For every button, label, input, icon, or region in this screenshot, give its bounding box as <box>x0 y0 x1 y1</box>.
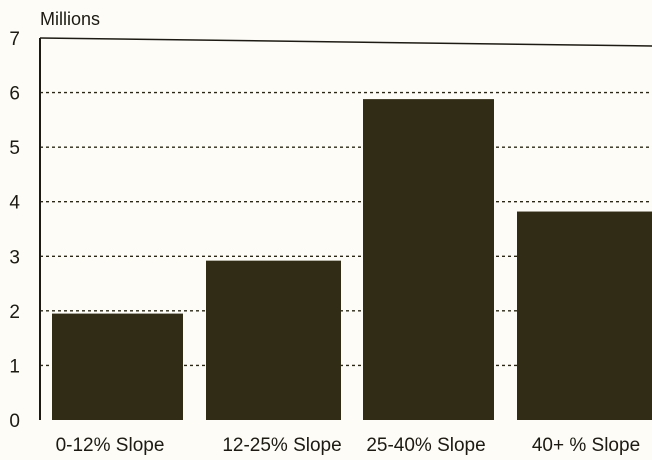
bar <box>517 211 652 420</box>
y-unit-label: Millions <box>40 9 100 29</box>
x-tick-label: 25-40% Slope <box>366 435 485 456</box>
y-tick-label: 5 <box>9 138 20 159</box>
y-tick-label: 0 <box>9 411 20 432</box>
bar <box>206 260 341 420</box>
y-tick-label: 1 <box>9 356 20 377</box>
x-tick-label: 12-25% Slope <box>222 435 341 456</box>
x-tick-label: 40+ % Slope <box>532 435 640 456</box>
axes <box>39 37 652 420</box>
bar <box>363 99 494 421</box>
y-tick-labels: 0 1 2 3 4 5 6 7 <box>9 29 20 432</box>
y-tick-label: 3 <box>9 247 20 268</box>
top-frame-line <box>39 37 652 47</box>
y-tick-label: 6 <box>9 84 20 105</box>
y-tick-label: 2 <box>9 302 20 323</box>
y-tick-label: 7 <box>9 29 20 50</box>
y-tick-label: 4 <box>9 193 20 214</box>
x-tick-label: 0-12% Slope <box>56 435 165 456</box>
x-tick-labels: 0-12% Slope 12-25% Slope 25-40% Slope 40+ %… <box>56 435 641 456</box>
bar <box>52 313 183 420</box>
bars <box>52 99 652 421</box>
